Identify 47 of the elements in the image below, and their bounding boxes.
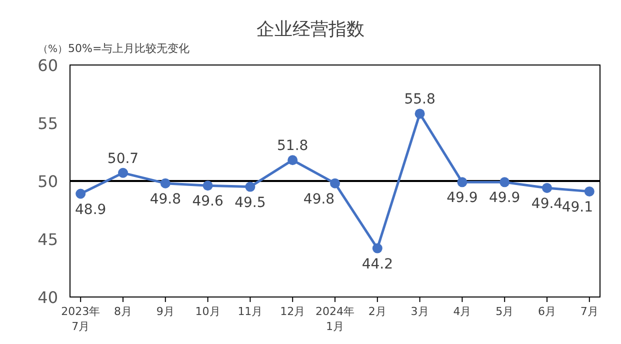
x-tick-label: 2024年 1月 xyxy=(316,305,354,333)
y-tick-label: 60 xyxy=(38,56,58,75)
x-tick-label: 9月 xyxy=(156,305,174,318)
point xyxy=(76,188,86,199)
point xyxy=(414,108,425,119)
point xyxy=(160,178,170,188)
data-label: 49.9 xyxy=(446,190,478,206)
point xyxy=(500,177,510,188)
data-label: 55.8 xyxy=(404,92,436,108)
point xyxy=(542,182,552,193)
x-tick-label: 4月 xyxy=(453,305,472,318)
x-tick-label: 10月 xyxy=(195,305,220,318)
x-tick-label: 2月 xyxy=(368,305,386,318)
x-tick-label: 11月 xyxy=(238,305,263,318)
x-tick-label: 7月 xyxy=(580,305,598,318)
x-tick-label: 6月 xyxy=(538,305,556,318)
point xyxy=(457,177,468,188)
y-tick-label: 55 xyxy=(38,114,58,133)
point xyxy=(372,243,382,254)
x-tick-label: 5月 xyxy=(496,305,514,318)
point xyxy=(118,168,128,178)
point xyxy=(330,178,340,188)
point xyxy=(245,182,256,192)
chart-title: 企业经营指数 xyxy=(256,19,364,40)
y-axis-title: （%） xyxy=(38,44,68,55)
data-label: 51.8 xyxy=(277,138,308,154)
text: 50%=与上月比较无变化 xyxy=(68,42,190,55)
data-label: 49.8 xyxy=(150,191,181,208)
data-label: 49.6 xyxy=(192,194,224,210)
x-tick-label: 8月 xyxy=(114,305,132,318)
x-tick-label: 2023年 7月 xyxy=(61,305,100,333)
x-tick-label: 12月 xyxy=(280,305,306,318)
data-label: 49.9 xyxy=(489,190,520,206)
point xyxy=(584,186,594,196)
point xyxy=(202,180,213,191)
y-tick-label: 50 xyxy=(38,172,58,191)
y-tick-label: 45 xyxy=(38,230,58,249)
y-tick-label: 40 xyxy=(38,288,58,307)
data-label: 50.7 xyxy=(107,150,139,167)
data-label: 49.5 xyxy=(234,194,266,211)
data-label: 49.4 xyxy=(531,196,563,212)
data-label: 44.2 xyxy=(362,256,393,272)
data-label: 49.1 xyxy=(562,199,593,216)
data-label: 48.9 xyxy=(75,202,106,218)
data-label: 49.8 xyxy=(303,191,335,208)
x-tick-label: 3月 xyxy=(410,305,429,318)
point xyxy=(288,155,298,166)
